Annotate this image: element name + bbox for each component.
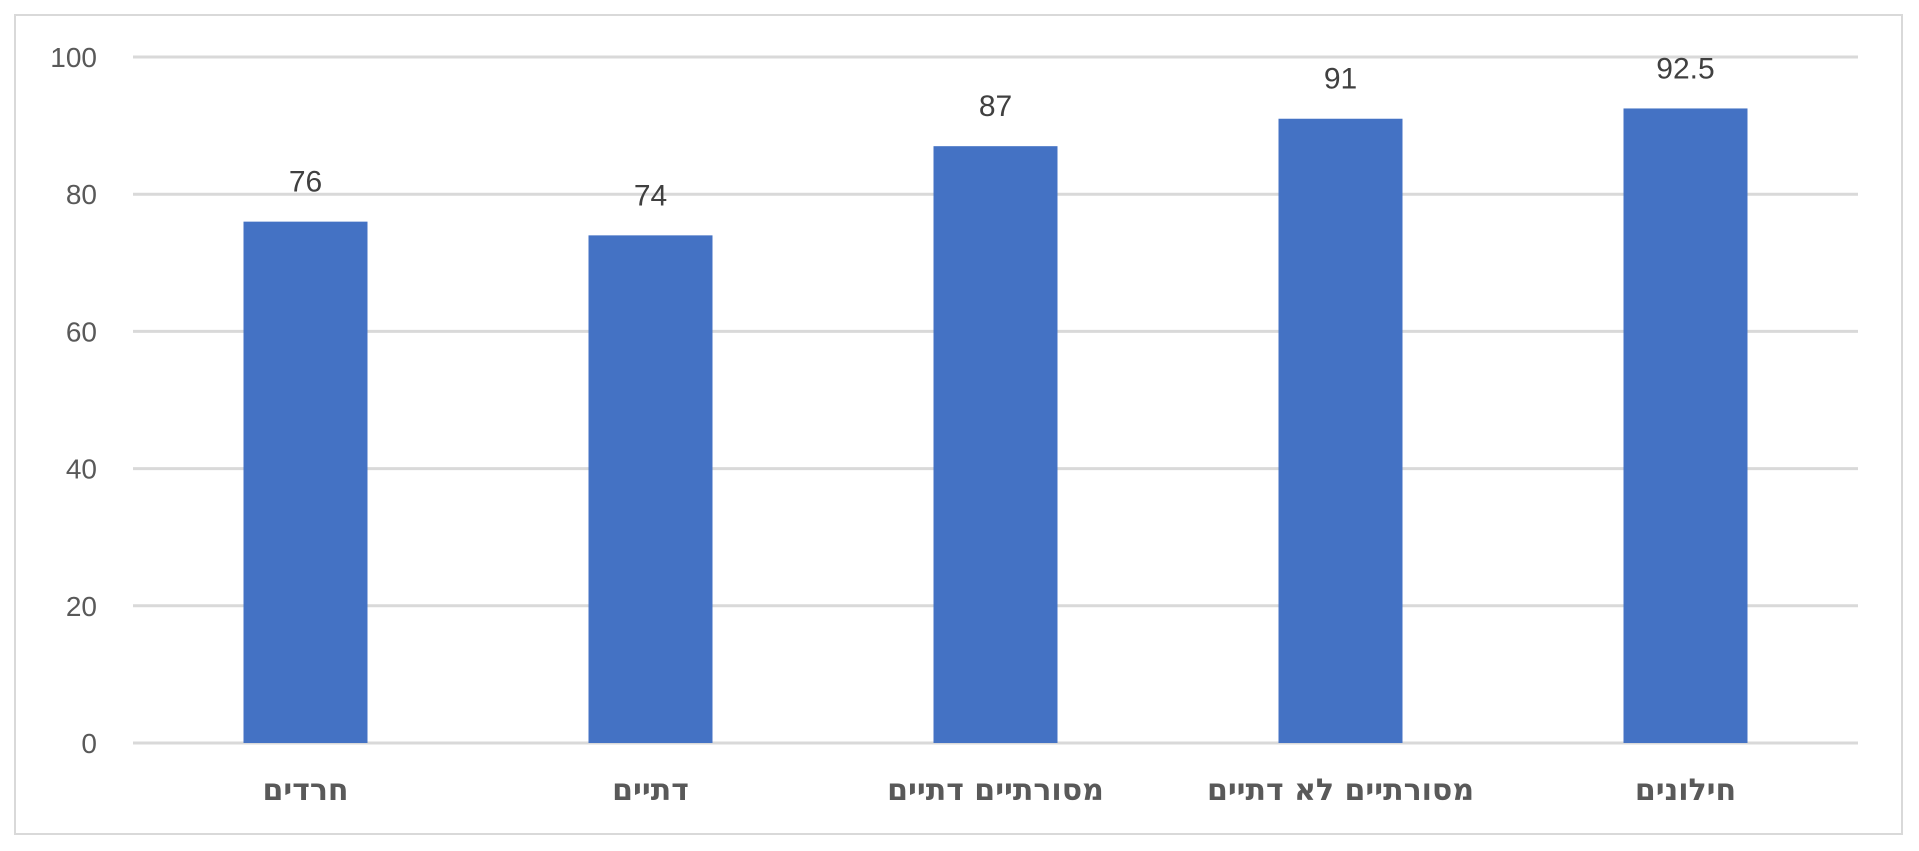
data-label: 92.5 — [1656, 52, 1714, 85]
data-label: 76 — [289, 166, 322, 199]
category-label: דתיים — [612, 773, 689, 808]
y-tick-label: 40 — [66, 454, 97, 485]
bar-2 — [588, 235, 713, 744]
category-label: מסורתיים דתיים — [887, 773, 1104, 808]
data-label: 87 — [979, 90, 1012, 123]
bar-3 — [933, 146, 1058, 743]
data-label: 74 — [634, 179, 667, 212]
bar-1 — [243, 221, 368, 743]
y-tick-label: 20 — [66, 591, 97, 622]
y-tick-label: 80 — [66, 179, 97, 210]
category-label: חילונים — [1635, 773, 1736, 808]
data-label: 91 — [1324, 63, 1357, 96]
bar-4 — [1278, 118, 1403, 744]
bars — [243, 108, 1748, 744]
bar-5 — [1623, 108, 1748, 743]
x-axis-categories: חרדים דתיים מסורתיים דתיים מסורתיים לא דתיי… — [262, 773, 1736, 808]
y-tick-label: 0 — [81, 728, 97, 759]
category-label: מסורתיים לא דתיים — [1207, 773, 1474, 808]
data-labels: 76 74 87 91 92.5 — [289, 52, 1715, 212]
y-axis-ticks: 0 20 40 60 80 100 — [50, 42, 97, 759]
y-tick-label: 60 — [66, 316, 97, 347]
y-tick-label: 100 — [50, 42, 97, 73]
category-label: חרדים — [262, 773, 348, 808]
